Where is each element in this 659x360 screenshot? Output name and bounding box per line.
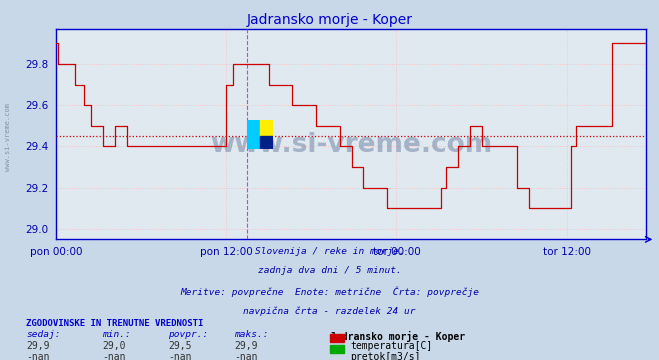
Text: 29,9: 29,9	[26, 341, 50, 351]
Polygon shape	[260, 120, 273, 136]
Text: Slovenija / reke in morje.: Slovenija / reke in morje.	[255, 247, 404, 256]
Text: -nan: -nan	[26, 352, 50, 360]
Text: Jadransko morje - Koper: Jadransko morje - Koper	[330, 330, 465, 342]
Text: povpr.:: povpr.:	[168, 330, 208, 339]
Text: -nan: -nan	[168, 352, 192, 360]
Text: -nan: -nan	[234, 352, 258, 360]
Polygon shape	[260, 136, 273, 149]
Text: maks.:: maks.:	[234, 330, 268, 339]
Text: Meritve: povprečne  Enote: metrične  Črta: povprečje: Meritve: povprečne Enote: metrične Črta:…	[180, 286, 479, 297]
Text: -nan: -nan	[102, 352, 126, 360]
Text: zadnja dva dni / 5 minut.: zadnja dva dni / 5 minut.	[258, 266, 401, 275]
Text: 29,0: 29,0	[102, 341, 126, 351]
Text: Jadransko morje - Koper: Jadransko morje - Koper	[246, 13, 413, 27]
Text: 29,5: 29,5	[168, 341, 192, 351]
Text: ZGODOVINSKE IN TRENUTNE VREDNOSTI: ZGODOVINSKE IN TRENUTNE VREDNOSTI	[26, 319, 204, 328]
Bar	[248, 120, 260, 149]
Text: 29,9: 29,9	[234, 341, 258, 351]
Text: www.si-vreme.com: www.si-vreme.com	[5, 103, 11, 171]
Text: sedaj:: sedaj:	[26, 330, 61, 339]
Text: pretok[m3/s]: pretok[m3/s]	[351, 352, 421, 360]
Text: temperatura[C]: temperatura[C]	[351, 341, 433, 351]
Text: www.si-vreme.com: www.si-vreme.com	[210, 132, 492, 158]
Text: min.:: min.:	[102, 330, 131, 339]
Text: navpična črta - razdelek 24 ur: navpična črta - razdelek 24 ur	[243, 306, 416, 315]
